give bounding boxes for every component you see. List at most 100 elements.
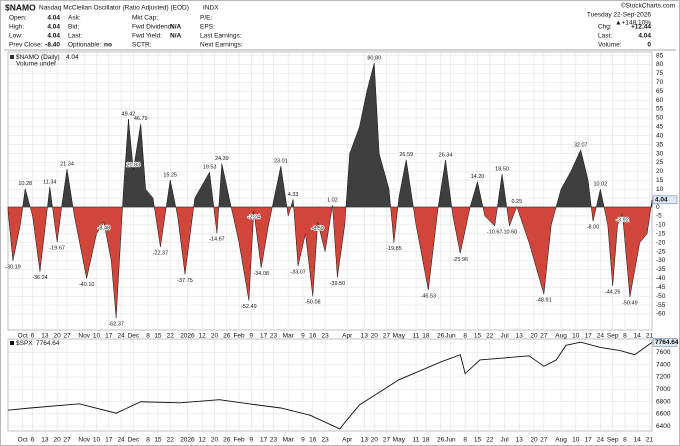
field-value: 4.04 (638, 33, 651, 40)
x-tick-label: 20 (371, 333, 379, 340)
x-tick-label: 21 (646, 333, 654, 340)
x-tick-label: 23 (321, 333, 329, 340)
value-label: -30.19 (5, 264, 21, 270)
exchange: INDX (203, 5, 219, 12)
y-tick-label: 10 (656, 186, 664, 193)
field-label: Last: (598, 33, 612, 40)
value-label: 1.02 (327, 198, 338, 204)
x-tick-label: 8 (623, 333, 627, 340)
y-tick-label: -40 (656, 275, 666, 282)
x-tick-label: 13 (361, 333, 369, 340)
y-tick-label: 7000 (656, 386, 671, 393)
value-label: 0.25 (511, 199, 522, 205)
y-tick-label: -45 (656, 284, 666, 291)
x-tick-label: 20 (211, 437, 219, 444)
value-label: -8.00 (587, 225, 600, 231)
value-label: 23.01 (274, 158, 288, 164)
legend-label: $SPX (16, 340, 33, 347)
value-label: -34.08 (253, 271, 269, 277)
x-tick-label: Oct (18, 333, 28, 340)
x-tick-label: 12 (199, 437, 207, 444)
y-tick-label: -15 (656, 230, 666, 237)
x-tick-label: May (393, 437, 406, 444)
field-label: Optionable: (68, 42, 101, 49)
source: ©StockCharts.com (621, 2, 675, 10)
x-tick-label: Dec (128, 437, 140, 444)
x-tick-label: 9 (301, 437, 305, 444)
value-label: -50.49 (622, 300, 638, 306)
x-tick-label: 20 (530, 437, 538, 444)
x-tick-label: 11 (413, 333, 420, 340)
field-label: SCTR: (132, 42, 152, 49)
value-label: -36.24 (32, 275, 48, 281)
x-tick-label: 13 (41, 437, 49, 444)
y-tick-label: 20 (656, 168, 664, 175)
value-label: 26.34 (439, 153, 453, 159)
y-tick-label: -50 (656, 293, 666, 300)
field-label: Fwd Yield: (132, 33, 162, 40)
field-label: Next Earnings: (200, 42, 243, 49)
x-tick-label: 15 (154, 437, 162, 444)
y-tick-label: -35 (656, 266, 666, 273)
x-tick-label: 10 (572, 333, 580, 340)
x-tick-label: 15 (474, 333, 482, 340)
x-tick-label: Mar (283, 437, 295, 444)
field-label: High: (9, 24, 24, 31)
panel-frame (7, 51, 653, 331)
x-tick-label: 27 (383, 437, 391, 444)
x-tick-label: Jun (445, 437, 456, 444)
value-label: -48.91 (536, 298, 552, 304)
y-tick-label: 35 (656, 141, 664, 148)
x-tick-label: 20 (54, 333, 62, 340)
field-value: N/A (170, 24, 182, 31)
y-tick-label: 7400 (656, 361, 671, 368)
x-tick-label: 24 (597, 333, 605, 340)
y-tick-label: 45 (656, 124, 664, 131)
y-tick-label: 65 (656, 88, 664, 95)
field-label: Open: (9, 15, 27, 22)
field-value: 4.04 (47, 24, 60, 31)
value-label: -19.85 (386, 246, 402, 252)
x-tick-label: 26 (437, 437, 445, 444)
x-tick-label: Jun (445, 333, 456, 340)
value-label: -10.63 (487, 229, 503, 235)
value-label: 15.25 (163, 172, 177, 178)
last-value-box (652, 195, 678, 205)
x-tick-label: May (393, 333, 406, 340)
x-tick-label: Nov (78, 333, 90, 340)
field-label: Last Earnings: (200, 33, 242, 40)
y-tick-label: 30 (656, 150, 664, 157)
x-tick-label: 23 (270, 437, 278, 444)
x-tick-label: 17 (105, 437, 113, 444)
x-tick-label: 11 (413, 437, 420, 444)
value-label: -25.96 (452, 257, 468, 263)
field-label: Fwd Dividend: (132, 24, 173, 31)
change-pct: ▲+148.10% (615, 20, 651, 27)
value-label: -52.49 (241, 304, 257, 310)
x-tick-label: 20 (530, 333, 538, 340)
y-tick-label: -60 (656, 311, 666, 318)
x-tick-label: 21 (646, 437, 654, 444)
x-tick-label: 20 (371, 437, 379, 444)
x-tick-label: Aug (555, 333, 567, 340)
date: Tuesday 22-Sep-2026 (587, 12, 651, 19)
y-tick-label: 7200 (656, 374, 671, 381)
field-value: 4.04 (47, 15, 60, 22)
x-tick-label: 10 (93, 437, 101, 444)
y-tick-label: 6600 (656, 411, 671, 418)
x-tick-label: 17 (584, 333, 592, 340)
x-tick-label: 13 (41, 333, 49, 340)
field-value: 4.04 (47, 33, 60, 40)
x-tick-label: 26 (223, 333, 231, 340)
y-tick-label: 60 (656, 97, 664, 104)
x-tick-label: 8 (623, 437, 627, 444)
field-value: N/A (170, 33, 182, 40)
x-tick-label: 27 (63, 333, 71, 340)
value-label: -8.48 (98, 226, 111, 232)
value-label: 11.34 (43, 179, 56, 185)
x-tick-label: Apr (342, 333, 353, 340)
value-label: 49.42 (122, 111, 136, 117)
value-label: 21.34 (60, 161, 74, 167)
field-label: Ask: (68, 15, 81, 22)
value-label: -37.75 (177, 278, 193, 284)
